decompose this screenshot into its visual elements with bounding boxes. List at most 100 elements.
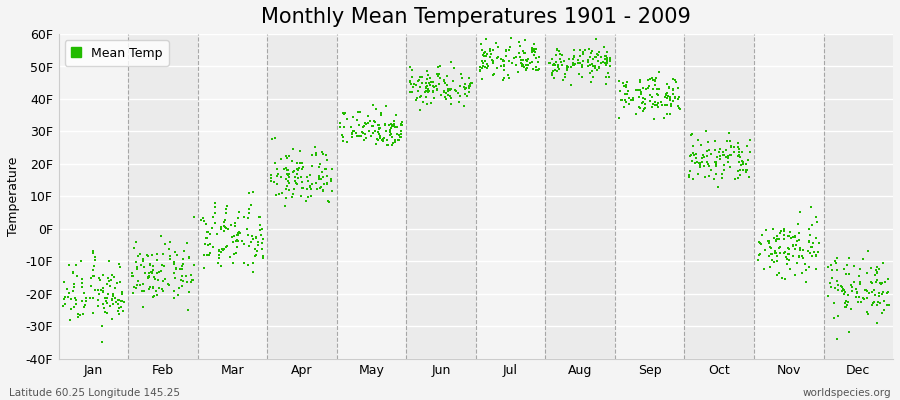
Point	[613, 88, 627, 94]
Point	[68, 281, 82, 287]
Point	[844, 288, 859, 295]
Point	[413, 94, 428, 100]
Point	[290, 166, 304, 172]
Point	[280, 171, 294, 177]
Point	[405, 74, 419, 80]
Point	[372, 126, 386, 132]
Point	[860, 288, 874, 294]
Point	[130, 282, 145, 289]
Point	[226, 239, 240, 245]
Point	[861, 290, 876, 296]
Point	[422, 88, 436, 94]
Point	[502, 47, 517, 53]
Point	[709, 160, 724, 167]
Point	[616, 83, 631, 89]
Point	[130, 264, 144, 271]
Point	[287, 186, 302, 193]
Point	[202, 241, 217, 248]
Point	[778, 254, 793, 261]
Point	[94, 287, 109, 293]
Point	[294, 174, 309, 180]
Point	[350, 109, 365, 116]
Point	[716, 152, 731, 158]
Point	[648, 77, 662, 84]
Point	[241, 215, 256, 221]
Point	[558, 71, 572, 77]
Point	[594, 60, 608, 66]
Point	[312, 175, 327, 182]
Point	[783, 229, 797, 236]
Point	[384, 142, 399, 148]
Point	[659, 91, 673, 97]
Point	[554, 58, 568, 65]
Point	[237, 259, 251, 266]
Point	[282, 174, 296, 180]
Point	[220, 244, 234, 250]
Point	[778, 232, 792, 238]
Point	[575, 74, 590, 80]
Point	[88, 287, 103, 293]
Point	[763, 244, 778, 250]
Point	[308, 144, 322, 150]
Point	[387, 118, 401, 124]
Point	[532, 53, 546, 60]
Point	[740, 167, 754, 174]
Point	[765, 225, 779, 232]
Point	[876, 289, 890, 296]
Point	[264, 175, 278, 181]
Point	[596, 59, 610, 66]
Point	[200, 235, 214, 241]
Point	[591, 49, 606, 55]
Point	[303, 186, 318, 192]
Point	[385, 134, 400, 140]
Point	[662, 94, 677, 100]
Point	[482, 48, 497, 54]
Point	[439, 73, 454, 79]
Point	[382, 129, 397, 136]
Point	[264, 172, 278, 178]
Point	[388, 124, 402, 130]
Point	[390, 123, 404, 130]
Point	[130, 266, 145, 272]
Point	[649, 91, 663, 97]
Point	[772, 236, 787, 242]
Point	[419, 76, 434, 83]
Point	[873, 280, 887, 286]
Point	[324, 176, 338, 183]
Point	[418, 80, 433, 86]
Point	[316, 150, 330, 157]
Point	[287, 178, 302, 184]
Point	[672, 94, 687, 100]
Point	[662, 97, 677, 104]
Point	[821, 264, 835, 270]
Point	[325, 188, 339, 194]
Point	[250, 242, 265, 248]
Point	[229, 220, 243, 227]
Point	[861, 248, 876, 254]
Point	[361, 120, 375, 127]
Point	[865, 280, 879, 286]
Point	[734, 162, 749, 168]
Point	[824, 284, 838, 291]
Point	[375, 136, 390, 143]
Point	[772, 250, 787, 256]
Point	[698, 174, 712, 180]
Point	[184, 277, 199, 283]
Point	[167, 288, 182, 294]
Point	[231, 232, 246, 238]
Point	[709, 161, 724, 167]
Point	[105, 272, 120, 278]
Point	[491, 54, 505, 60]
Point	[352, 133, 366, 140]
Point	[421, 72, 436, 78]
Point	[793, 209, 807, 215]
Point	[216, 246, 230, 253]
Point	[126, 290, 140, 296]
Point	[95, 289, 110, 295]
Point	[352, 122, 366, 128]
Bar	[58, 34, 128, 358]
Point	[284, 194, 299, 200]
Point	[112, 297, 126, 303]
Point	[566, 60, 580, 66]
Point	[635, 95, 650, 102]
